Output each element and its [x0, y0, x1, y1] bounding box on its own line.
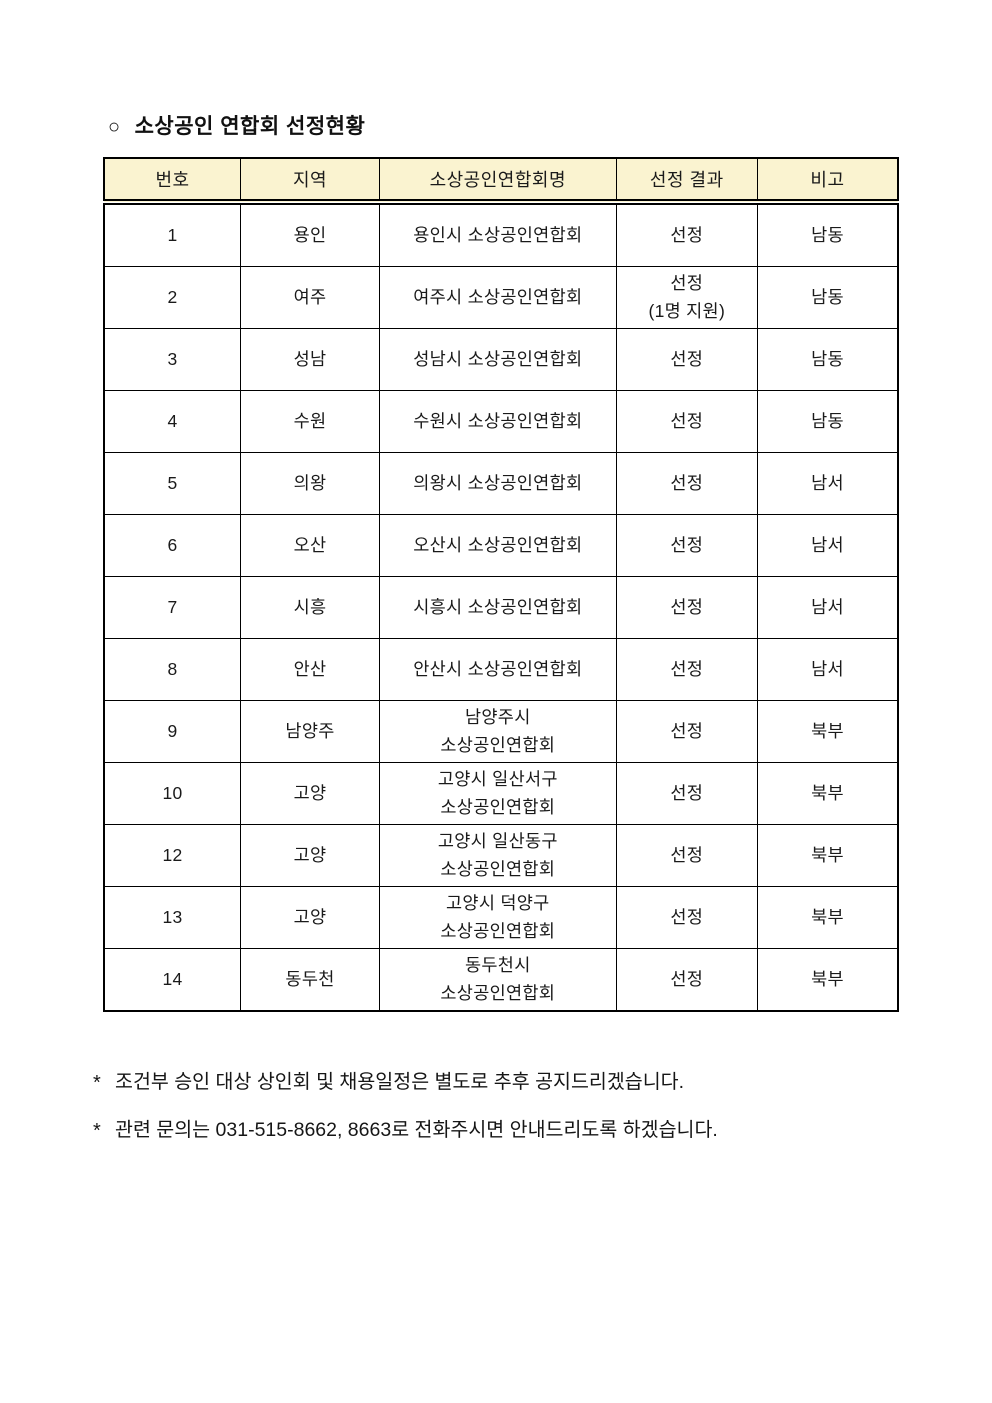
cell-number: 4	[103, 390, 242, 453]
cell-remarks: 북부	[756, 886, 899, 949]
cell-number: 6	[103, 514, 242, 577]
cell-result: 선정	[615, 576, 758, 639]
cell-number: 9	[103, 700, 242, 763]
table-row: 13 고양 고양시 덕양구 소상공인연합회 선정 북부	[103, 886, 899, 949]
cell-remarks: 남동	[756, 201, 899, 267]
col-header-region: 지역	[240, 157, 380, 205]
cell-number: 13	[103, 886, 242, 949]
col-header-number: 번호	[103, 157, 242, 205]
table-body: 1 용인 용인시 소상공인연합회 선정 남동 2 여주 여주시 소상공인연합회 …	[103, 201, 899, 1012]
table-row: 14 동두천 동두천시 소상공인연합회 선정 북부	[103, 948, 899, 1012]
cell-region: 여주	[240, 266, 380, 329]
cell-region: 오산	[240, 514, 380, 577]
cell-region: 고양	[240, 762, 380, 825]
footnote-schedule: * 조건부 승인 대상 상인회 및 채용일정은 별도로 추후 공지드리겠습니다.	[93, 1066, 903, 1100]
col-header-association: 소상공인연합회명	[379, 157, 617, 205]
cell-region: 안산	[240, 638, 380, 701]
table-row: 5 의왕 의왕시 소상공인연합회 선정 남서	[103, 452, 899, 515]
page-title: ○ 소상공인 연합회 선정현황	[108, 110, 365, 140]
asterisk-marker: *	[93, 1120, 101, 1142]
table-row: 6 오산 오산시 소상공인연합회 선정 남서	[103, 514, 899, 577]
selection-status-table: 번호 지역 소상공인연합회명 선정 결과 비고 1 용인 용인시 소상공인연합회…	[103, 157, 899, 1012]
table-header-row: 번호 지역 소상공인연합회명 선정 결과 비고	[103, 157, 899, 205]
table-row: 7 시흥 시흥시 소상공인연합회 선정 남서	[103, 576, 899, 639]
cell-number: 8	[103, 638, 242, 701]
col-header-remarks: 비고	[756, 157, 899, 205]
cell-result: 선정	[615, 328, 758, 391]
footnote-text: 조건부 승인 대상 상인회 및 채용일정은 별도로 추후 공지드리겠습니다.	[115, 1071, 685, 1093]
cell-region: 시흥	[240, 576, 380, 639]
cell-result: 선정	[615, 514, 758, 577]
cell-number: 14	[103, 948, 242, 1012]
cell-result: 선정	[615, 824, 758, 887]
cell-result: 선정 (1명 지원)	[615, 266, 758, 329]
cell-remarks: 남동	[756, 390, 899, 453]
cell-association: 오산시 소상공인연합회	[379, 514, 617, 577]
footnote-text: 관련 문의는 031-515-8662, 8663로 전화주시면 안내드리도록 …	[115, 1119, 718, 1141]
cell-region: 수원	[240, 390, 380, 453]
page-title-text: 소상공인 연합회 선정현황	[134, 115, 366, 138]
cell-region: 남양주	[240, 700, 380, 763]
cell-association: 고양시 덕양구 소상공인연합회	[379, 886, 617, 949]
cell-number: 2	[103, 266, 242, 329]
cell-remarks: 남서	[756, 576, 899, 639]
table-row: 10 고양 고양시 일산서구 소상공인연합회 선정 북부	[103, 762, 899, 825]
cell-number: 10	[103, 762, 242, 825]
table-row: 4 수원 수원시 소상공인연합회 선정 남동	[103, 390, 899, 453]
table-row: 9 남양주 남양주시 소상공인연합회 선정 북부	[103, 700, 899, 763]
cell-remarks: 남서	[756, 452, 899, 515]
cell-result: 선정	[615, 452, 758, 515]
footnotes-section: * 조건부 승인 대상 상인회 및 채용일정은 별도로 추후 공지드리겠습니다. …	[93, 1066, 903, 1162]
cell-number: 3	[103, 328, 242, 391]
cell-region: 고양	[240, 886, 380, 949]
cell-result: 선정	[615, 390, 758, 453]
cell-association: 수원시 소상공인연합회	[379, 390, 617, 453]
col-header-result: 선정 결과	[615, 157, 758, 205]
cell-remarks: 남서	[756, 514, 899, 577]
cell-number: 12	[103, 824, 242, 887]
cell-region: 동두천	[240, 948, 380, 1012]
cell-association: 성남시 소상공인연합회	[379, 328, 617, 391]
cell-association: 고양시 일산동구 소상공인연합회	[379, 824, 617, 887]
cell-remarks: 남동	[756, 266, 899, 329]
cell-result: 선정	[615, 948, 758, 1012]
cell-number: 5	[103, 452, 242, 515]
cell-association: 용인시 소상공인연합회	[379, 201, 617, 267]
cell-remarks: 북부	[756, 700, 899, 763]
cell-result: 선정	[615, 886, 758, 949]
cell-result: 선정	[615, 201, 758, 267]
table-row: 3 성남 성남시 소상공인연합회 선정 남동	[103, 328, 899, 391]
cell-number: 7	[103, 576, 242, 639]
cell-result: 선정	[615, 700, 758, 763]
circle-bullet-icon: ○	[108, 116, 121, 138]
cell-result: 선정	[615, 762, 758, 825]
table-row: 12 고양 고양시 일산동구 소상공인연합회 선정 북부	[103, 824, 899, 887]
footnote-contact: * 관련 문의는 031-515-8662, 8663로 전화주시면 안내드리도록…	[93, 1114, 903, 1148]
cell-number: 1	[103, 201, 242, 267]
cell-association: 여주시 소상공인연합회	[379, 266, 617, 329]
cell-association: 시흥시 소상공인연합회	[379, 576, 617, 639]
table-row: 1 용인 용인시 소상공인연합회 선정 남동	[103, 201, 899, 267]
cell-association: 남양주시 소상공인연합회	[379, 700, 617, 763]
cell-association: 고양시 일산서구 소상공인연합회	[379, 762, 617, 825]
cell-remarks: 북부	[756, 762, 899, 825]
cell-region: 고양	[240, 824, 380, 887]
table-row: 2 여주 여주시 소상공인연합회 선정 (1명 지원) 남동	[103, 266, 899, 329]
asterisk-marker: *	[93, 1072, 101, 1094]
cell-remarks: 북부	[756, 824, 899, 887]
cell-remarks: 북부	[756, 948, 899, 1012]
cell-region: 의왕	[240, 452, 380, 515]
cell-remarks: 남서	[756, 638, 899, 701]
cell-region: 성남	[240, 328, 380, 391]
cell-remarks: 남동	[756, 328, 899, 391]
cell-association: 안산시 소상공인연합회	[379, 638, 617, 701]
cell-region: 용인	[240, 201, 380, 267]
cell-association: 동두천시 소상공인연합회	[379, 948, 617, 1012]
cell-result: 선정	[615, 638, 758, 701]
cell-association: 의왕시 소상공인연합회	[379, 452, 617, 515]
table-row: 8 안산 안산시 소상공인연합회 선정 남서	[103, 638, 899, 701]
